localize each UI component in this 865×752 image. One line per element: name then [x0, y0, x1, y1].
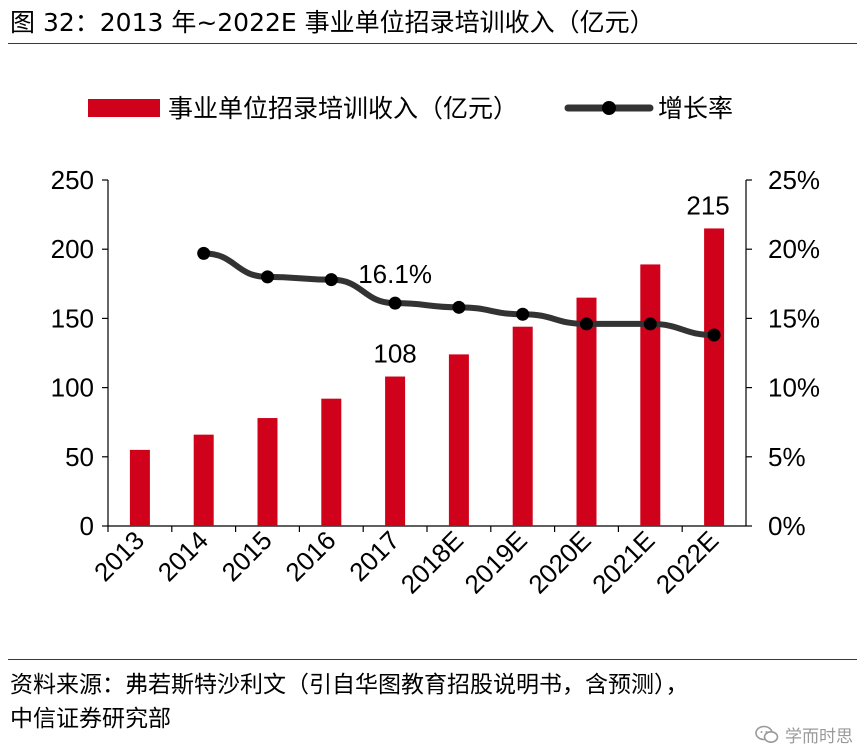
- right-tick-label: 10%: [768, 373, 820, 403]
- growth-rate-point: [388, 296, 402, 310]
- bar: [512, 326, 533, 526]
- source-line-1: 资料来源：弗若斯特沙利文（引自华图教育招股说明书，含预测），: [10, 672, 689, 698]
- left-tick-label: 150: [51, 303, 94, 333]
- growth-rate-point: [580, 317, 593, 331]
- bar: [704, 228, 725, 526]
- title-divider: [8, 43, 857, 44]
- x-tick-label: 2015: [216, 525, 278, 587]
- left-tick-label: 0: [80, 511, 94, 541]
- right-tick-label: 5%: [768, 442, 806, 472]
- x-tick-label: 2019E: [459, 525, 533, 599]
- left-tick-label: 250: [51, 165, 94, 195]
- x-tick-label: 2022E: [650, 525, 724, 599]
- watermark: 学而时思: [755, 722, 853, 747]
- legend-label-bars: 事业单位招录培训收入（亿元）: [168, 94, 518, 123]
- legend-marker-line: [602, 101, 616, 115]
- data-label-2022e-bar: 215: [686, 190, 729, 220]
- growth-rate-point: [452, 300, 466, 314]
- bar: [257, 418, 278, 526]
- growth-rate-point: [643, 317, 657, 331]
- legend-swatch-bars: [88, 99, 160, 117]
- growth-rate-line: [200, 250, 718, 339]
- x-tick-label: 2013: [88, 525, 150, 587]
- data-label-2017-growth: 16.1%: [358, 259, 432, 289]
- bar: [321, 398, 342, 526]
- growth-rate-point: [324, 273, 338, 287]
- left-tick-label: 50: [65, 442, 94, 472]
- bar: [640, 264, 661, 526]
- bar-line-chart: 事业单位招录培训收入（亿元） 增长率 0 50 100 150 200 250 0% 5% 10% 1…: [51, 94, 820, 599]
- x-tick-label: 2018E: [395, 525, 469, 599]
- source-divider: [8, 659, 857, 660]
- right-tick-label: 20%: [768, 234, 820, 264]
- growth-rate-point: [707, 328, 721, 342]
- figure-title: 图 32：2013 年~2022E 事业单位招录培训收入（亿元）: [10, 8, 655, 37]
- x-tick-label: 2021E: [586, 525, 660, 599]
- bar: [385, 376, 406, 526]
- source-note: 资料来源：弗若斯特沙利文（引自华图教育招股说明书，含预测）， 中信证券研究部: [10, 668, 689, 736]
- legend-label-line: 增长率: [658, 94, 733, 123]
- watermark-text: 学而时思: [785, 727, 853, 747]
- bar: [576, 297, 597, 526]
- data-label-2017-bar: 108: [373, 339, 416, 369]
- growth-rate-point: [197, 246, 211, 260]
- left-tick-label: 200: [51, 234, 94, 264]
- right-tick-label: 25%: [768, 165, 820, 195]
- bar: [193, 434, 214, 526]
- wechat-icon: [755, 725, 779, 743]
- right-tick-label: 15%: [768, 303, 820, 333]
- growth-rate-point: [516, 307, 530, 321]
- bar: [448, 354, 469, 526]
- x-tick-label: 2014: [152, 525, 214, 587]
- right-tick-label: 0%: [768, 511, 806, 541]
- left-tick-label: 100: [51, 373, 94, 403]
- x-tick-label: 2020E: [522, 525, 596, 599]
- growth-rate-point: [261, 270, 274, 284]
- source-line-2: 中信证券研究部: [10, 706, 171, 732]
- bar: [129, 449, 150, 526]
- x-tick-label: 2016: [279, 525, 341, 587]
